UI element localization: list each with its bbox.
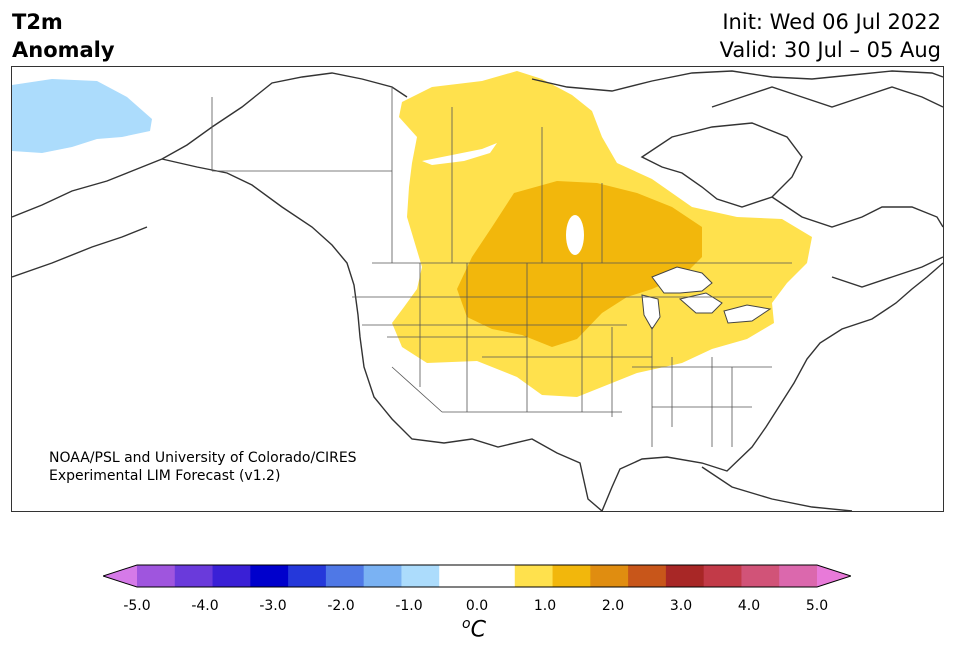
colorbar-tick-label: 3.0 xyxy=(669,598,693,614)
colorbar-segment xyxy=(250,565,289,587)
cool-anomaly-region xyxy=(12,79,152,153)
unit-letter: C xyxy=(470,617,486,643)
credit-text: NOAA/PSL and University of Colorado/CIRE… xyxy=(49,449,357,485)
colorbar-segment xyxy=(741,565,780,587)
colorbar-segment xyxy=(325,565,365,587)
init-date: Init: Wed 06 Jul 2022 xyxy=(722,10,941,34)
colorbar xyxy=(103,564,851,588)
colorbar-segment xyxy=(703,565,742,587)
colorbar-tick-label: -2.0 xyxy=(327,598,355,614)
title-variable: T2m xyxy=(12,10,63,34)
credit-line-1: NOAA/PSL and University of Colorado/CIRE… xyxy=(49,450,357,466)
colorbar-segment xyxy=(665,565,705,587)
colorbar-tick-label: 5.0 xyxy=(805,598,829,614)
title-anomaly: Anomaly xyxy=(12,38,115,62)
map-panel xyxy=(11,66,944,512)
colorbar-tick-label: -5.0 xyxy=(123,598,151,614)
colorbar-segment xyxy=(552,565,591,587)
lake-winnipeg-gap xyxy=(566,215,584,255)
colorbar-extend-low xyxy=(103,565,137,587)
colorbar-unit-label: oC xyxy=(462,616,486,642)
colorbar-outline xyxy=(103,564,851,588)
colorbar-segment xyxy=(439,565,478,587)
colorbar-tick-label: 2.0 xyxy=(601,598,625,614)
anomaly-map xyxy=(12,70,943,511)
warm-anomaly-region-2 xyxy=(457,181,702,347)
colorbar-segment xyxy=(590,565,629,587)
colorbar-segment xyxy=(779,565,818,587)
colorbar-segment xyxy=(363,565,402,587)
colorbar-tick-label: -3.0 xyxy=(259,598,287,614)
colorbar-segment xyxy=(477,565,516,587)
colorbar-segment xyxy=(137,565,176,587)
valid-date: Valid: 30 Jul – 05 Aug xyxy=(719,38,941,62)
colorbar-segment xyxy=(514,565,554,587)
colorbar-ticks: -5.0 -4.0 -3.0 -2.0 -1.0 0.0 1.0 2.0 3.0 4.0 5.0 xyxy=(0,598,953,618)
colorbar-tick-label: -4.0 xyxy=(191,598,219,614)
colorbar-segment xyxy=(401,565,440,587)
colorbar-extend-high xyxy=(817,565,851,587)
neutral-gap xyxy=(422,143,497,165)
forecast-dates: Init: Wed 06 Jul 2022 Valid: 30 Jul – 05… xyxy=(720,8,941,64)
great-lakes xyxy=(641,266,772,330)
colorbar-segment xyxy=(628,565,667,587)
colorbar-segment xyxy=(288,565,327,587)
political-borders xyxy=(211,87,792,447)
coastlines xyxy=(12,70,943,511)
map-title: T2m Anomaly xyxy=(12,8,115,64)
colorbar-tick-label: -1.0 xyxy=(395,598,423,614)
colorbar-segment xyxy=(212,565,251,587)
colorbar-segment xyxy=(174,565,214,587)
colorbar-tick-label: 4.0 xyxy=(737,598,761,614)
colorbar-tick-label: 0.0 xyxy=(465,598,489,614)
unit-degree-prefix: o xyxy=(462,616,471,632)
colorbar-tick-label: 1.0 xyxy=(533,598,557,614)
credit-line-2: Experimental LIM Forecast (v1.2) xyxy=(49,468,281,484)
